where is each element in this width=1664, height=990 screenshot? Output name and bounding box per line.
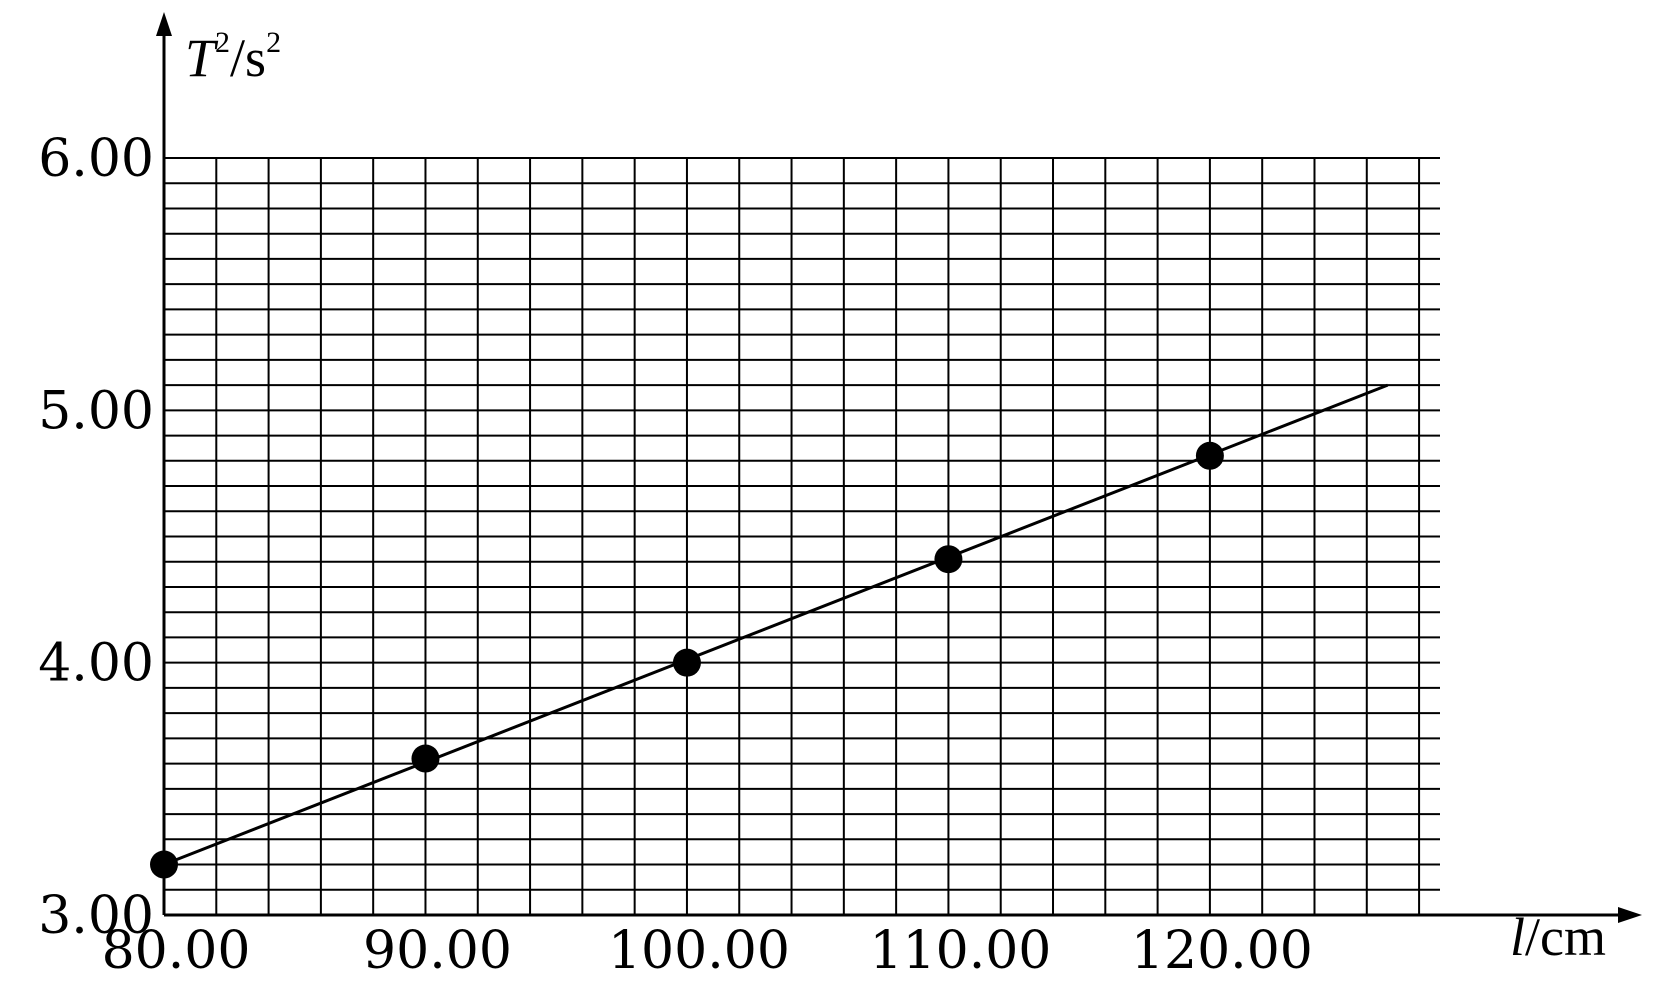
x-axis-title: l/cm [1510, 907, 1606, 967]
y-tick-label: 3.00 [38, 886, 154, 946]
data-points [150, 441, 1224, 879]
grid [163, 157, 1440, 916]
y-tick-labels: 3.00 4.00 5.00 6.00 [38, 129, 154, 946]
x-axis-arrow [1618, 907, 1642, 923]
data-point [934, 545, 963, 574]
data-point [672, 648, 701, 677]
x-tick-labels: 80.00 90.00 100.00 110.00 120.00 [102, 921, 1313, 981]
y-tick-label: 4.00 [38, 634, 154, 694]
x-tick-label: 110.00 [869, 921, 1051, 981]
fit-line-group [163, 383, 1389, 866]
data-point [411, 744, 440, 773]
y-tick-label: 6.00 [38, 129, 154, 189]
x-axis-symbol: l [1510, 907, 1525, 967]
x-tick-label: 90.00 [363, 921, 512, 981]
y-axis-arrow [156, 12, 172, 36]
data-point [150, 850, 178, 879]
x-tick-label: 120.00 [1131, 921, 1313, 981]
y-axis-unit-sup: 2 [266, 26, 281, 59]
x-tick-label: 100.00 [608, 921, 790, 981]
axes [156, 12, 1642, 923]
data-point [1195, 441, 1224, 470]
y-axis-title: T2/s2 [185, 26, 281, 88]
x-axis-unit: /cm [1525, 907, 1606, 967]
fit-line [163, 383, 1389, 866]
y-tick-label: 5.00 [38, 381, 154, 441]
y-axis-symbol-sup: 2 [215, 26, 230, 59]
x-tick-label: 80.00 [102, 921, 251, 981]
y-axis-symbol: T [185, 28, 219, 88]
y-axis-unit: /s [230, 28, 266, 88]
